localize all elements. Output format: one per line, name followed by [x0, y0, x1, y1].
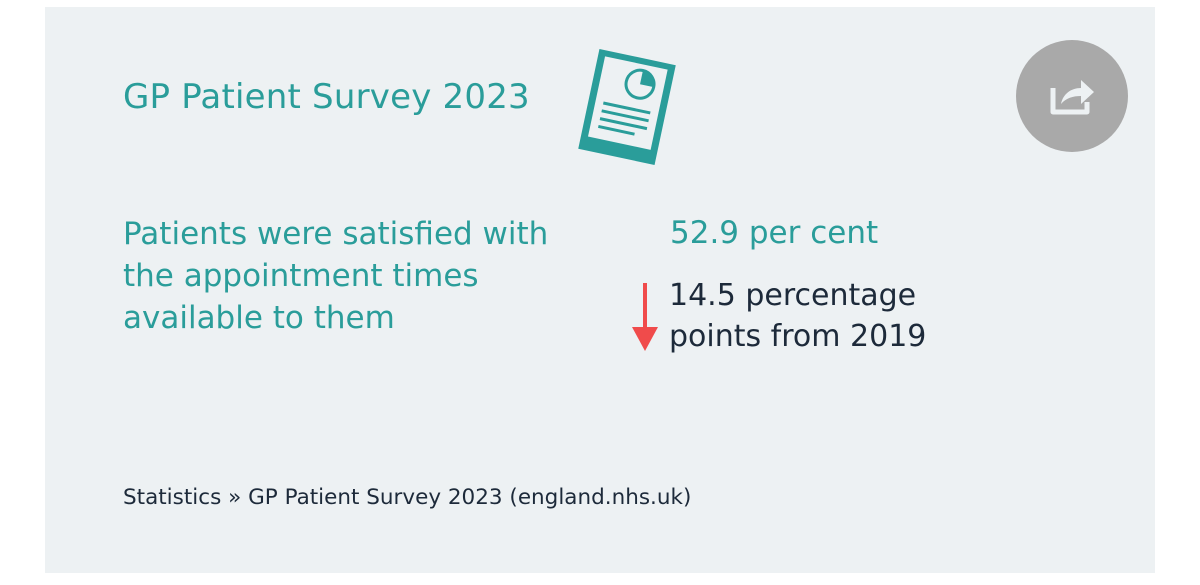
stat-description: Patients were satisfied with the appoint…	[123, 216, 549, 336]
card-title: GP Patient Survey 2023	[123, 77, 530, 117]
share-button[interactable]	[1016, 40, 1128, 152]
source-link[interactable]: Statistics » GP Patient Survey 2023 (eng…	[123, 485, 692, 510]
share-icon	[1050, 80, 1094, 115]
stat-change: 14.5 percentage points from 2019	[669, 278, 927, 354]
report-document-icon	[570, 42, 685, 172]
survey-card: GP Patient Survey 2023 Patients were sat…	[45, 7, 1155, 573]
stat-value: 52.9 per cent	[670, 215, 879, 251]
arrow-down-icon	[631, 283, 659, 353]
